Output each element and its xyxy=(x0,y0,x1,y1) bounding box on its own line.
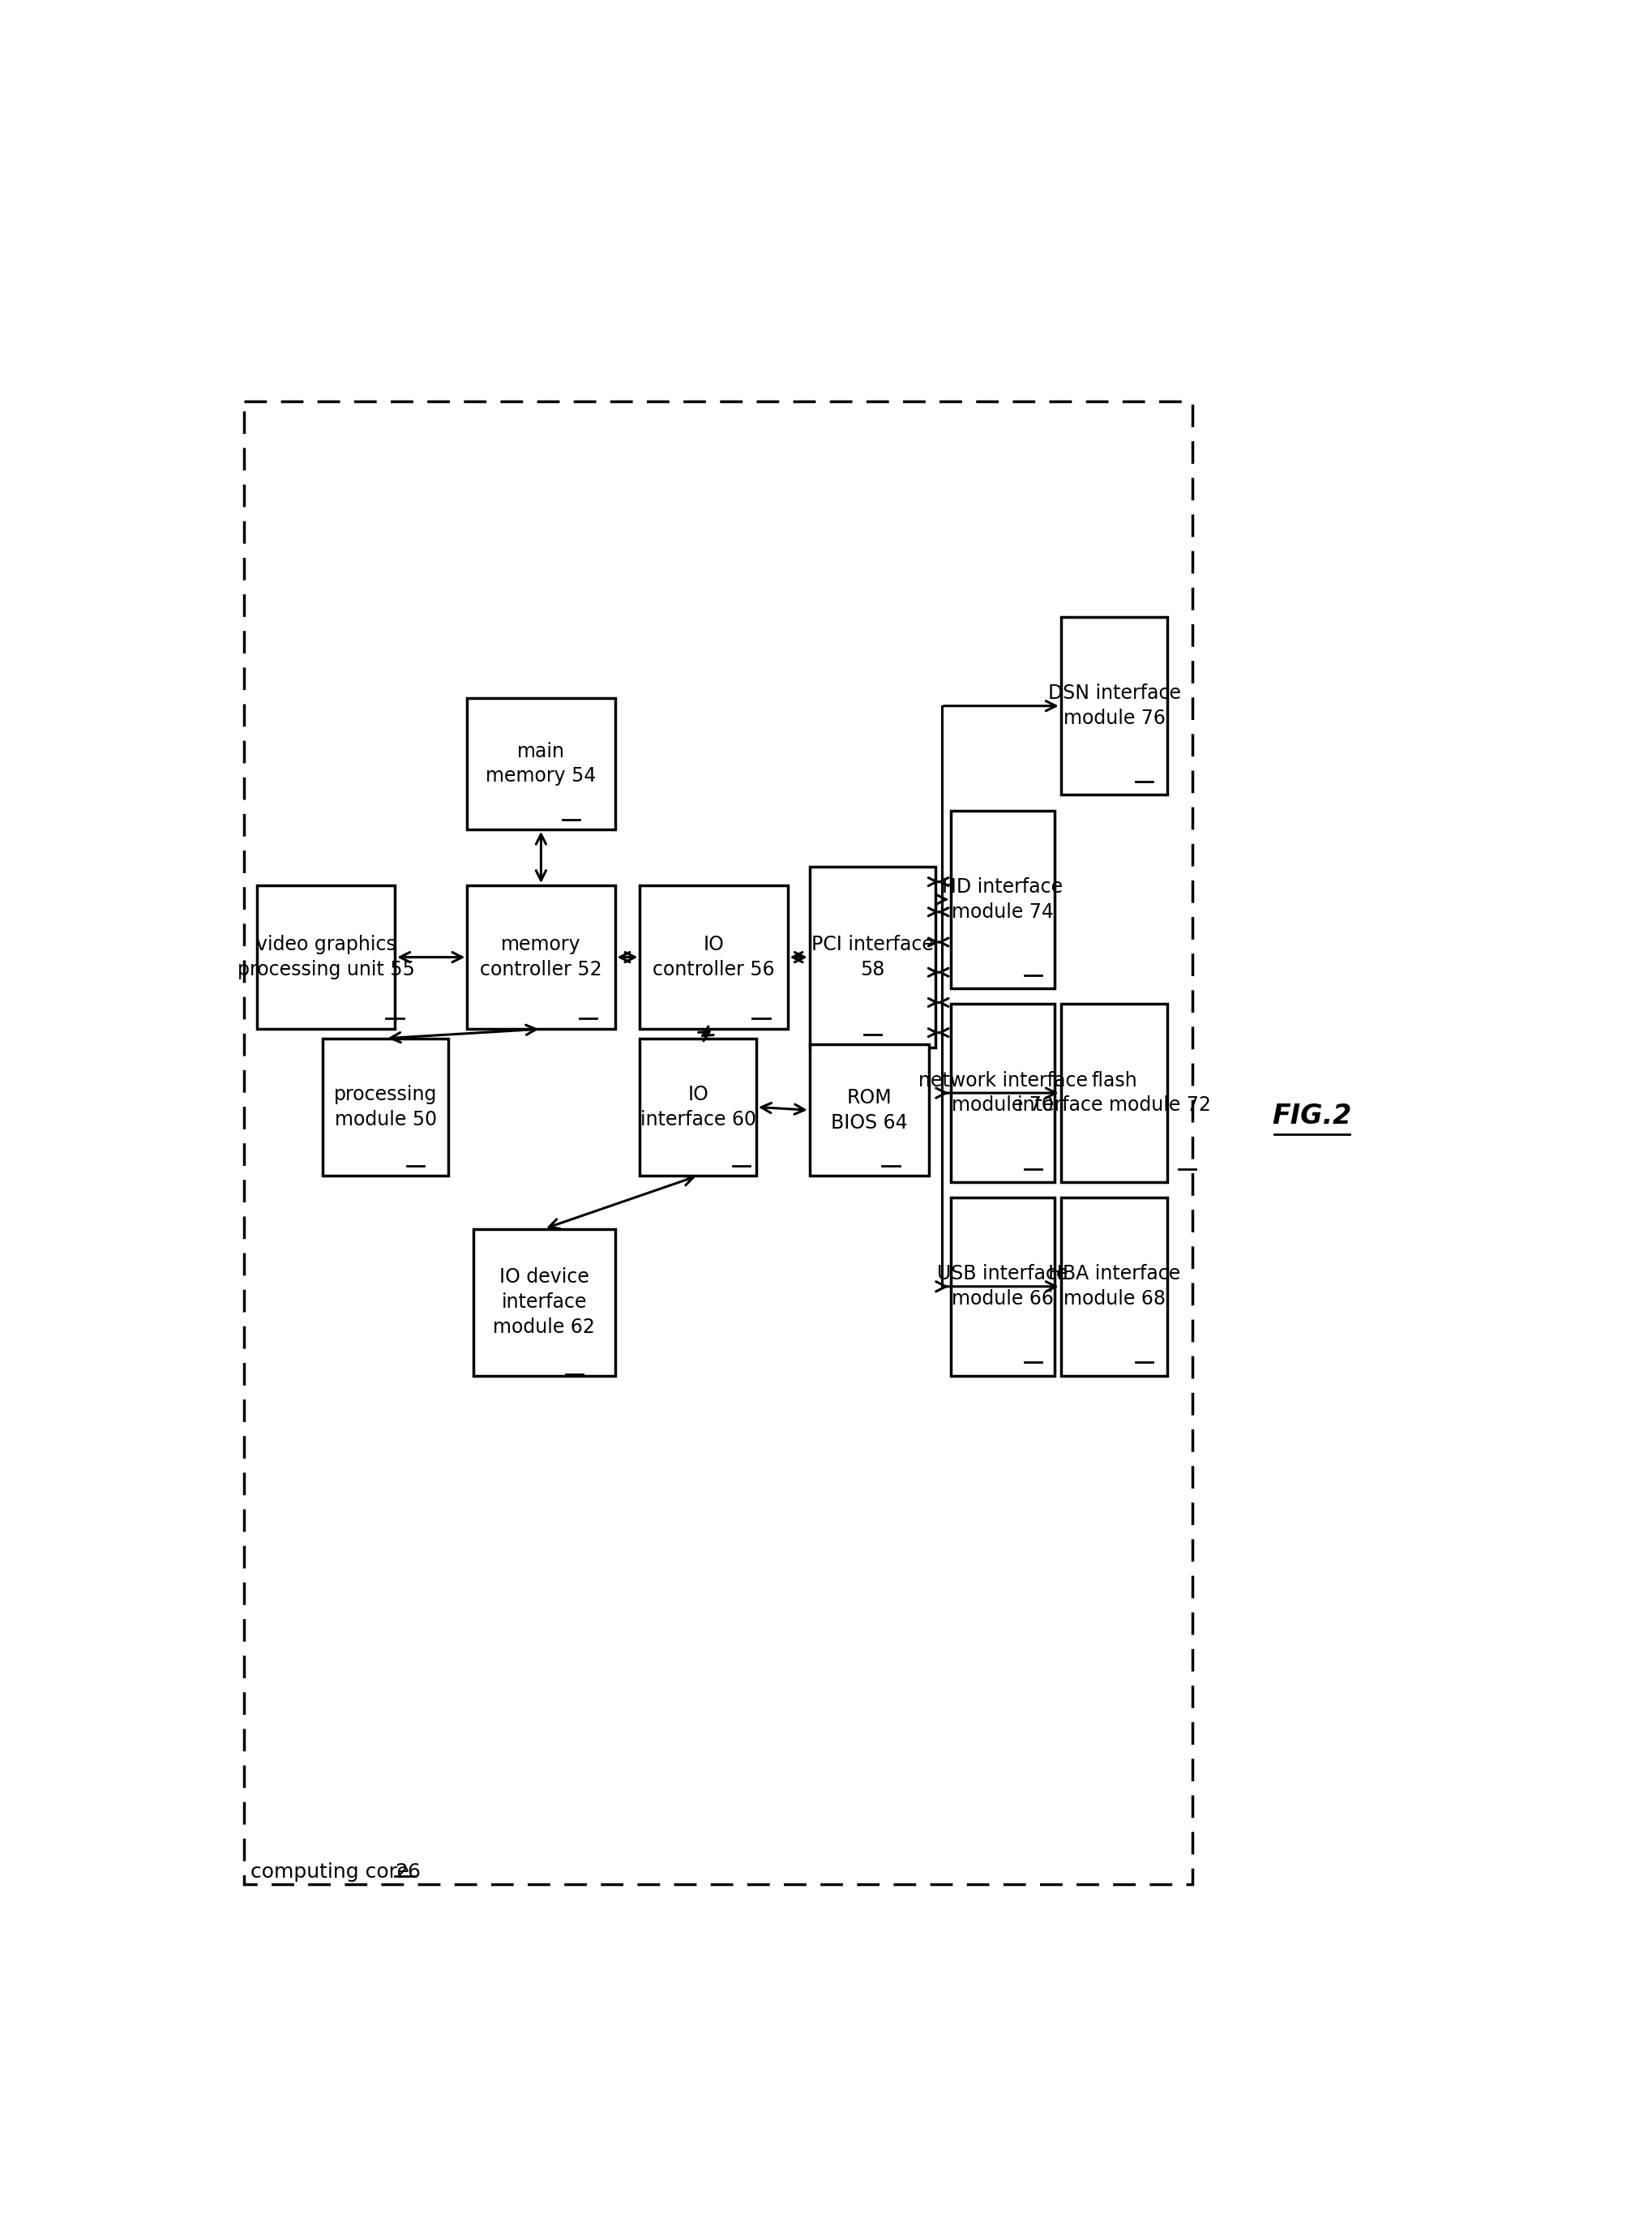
Bar xyxy=(1061,617,1168,795)
Bar xyxy=(952,1005,1054,1181)
Bar xyxy=(256,885,395,1029)
Bar xyxy=(809,1045,928,1176)
Bar xyxy=(639,1038,757,1176)
Bar xyxy=(244,401,1193,1885)
Bar xyxy=(322,1038,448,1176)
Bar xyxy=(1061,1199,1168,1375)
Bar xyxy=(468,697,615,829)
Bar xyxy=(639,885,788,1029)
Bar xyxy=(1061,1005,1168,1181)
Text: HBA interface
module 68: HBA interface module 68 xyxy=(1047,1263,1181,1308)
Text: DSN interface
module 76: DSN interface module 76 xyxy=(1047,684,1181,729)
Bar xyxy=(468,885,615,1029)
Bar xyxy=(474,1230,615,1375)
Text: memory
controller 52: memory controller 52 xyxy=(481,936,601,980)
Text: computing core: computing core xyxy=(251,1863,416,1883)
Text: IO
controller 56: IO controller 56 xyxy=(653,936,775,980)
Text: USB interface
module 66: USB interface module 66 xyxy=(937,1263,1069,1308)
Text: processing
module 50: processing module 50 xyxy=(334,1085,438,1130)
Text: 26: 26 xyxy=(395,1863,421,1883)
Text: IO device
interface
module 62: IO device interface module 62 xyxy=(494,1268,595,1337)
Bar xyxy=(809,867,935,1047)
Text: FIG.2: FIG.2 xyxy=(1272,1103,1351,1130)
Text: IO
interface 60: IO interface 60 xyxy=(639,1085,757,1130)
Text: ROM
BIOS 64: ROM BIOS 64 xyxy=(831,1087,907,1132)
Bar xyxy=(952,811,1054,989)
Text: network interface
module 70: network interface module 70 xyxy=(919,1072,1087,1116)
Bar xyxy=(952,1199,1054,1375)
Text: PCI interface
58: PCI interface 58 xyxy=(811,936,933,980)
Text: video graphics
processing unit 55: video graphics processing unit 55 xyxy=(238,936,415,980)
Text: main
memory 54: main memory 54 xyxy=(486,742,596,786)
Text: HD interface
module 74: HD interface module 74 xyxy=(942,878,1064,922)
Text: flash
interface module 72: flash interface module 72 xyxy=(1018,1072,1211,1116)
